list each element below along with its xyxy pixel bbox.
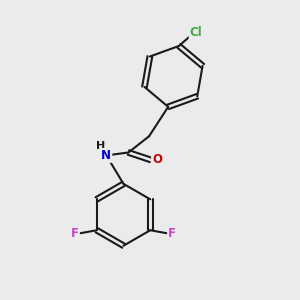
Text: H: H: [96, 141, 105, 151]
Text: N: N: [101, 149, 111, 162]
Text: F: F: [70, 227, 79, 240]
Text: F: F: [168, 227, 176, 240]
Text: O: O: [152, 153, 162, 166]
Text: Cl: Cl: [190, 26, 202, 39]
